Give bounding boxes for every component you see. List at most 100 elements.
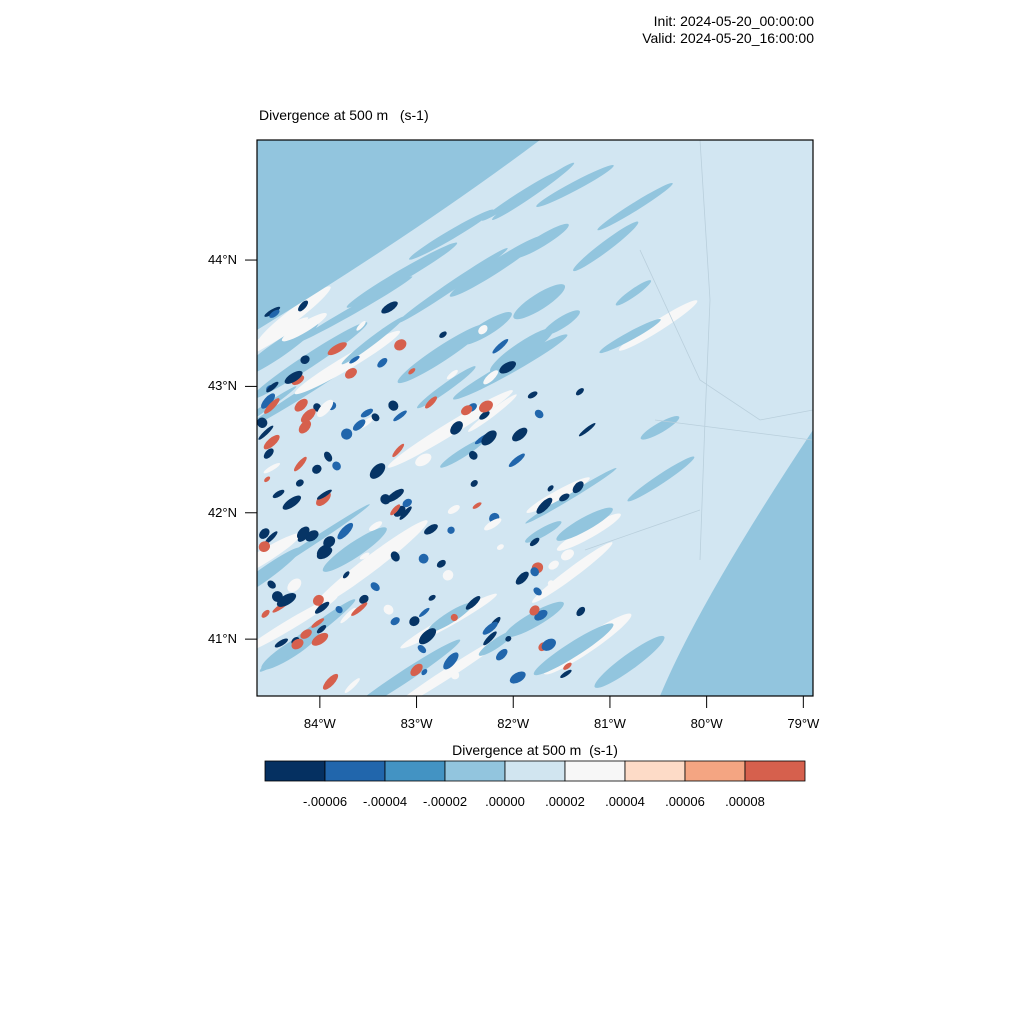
convective-cell <box>541 638 556 651</box>
convective-cell <box>536 497 553 514</box>
lat-tick-label: 42°N <box>207 504 237 520</box>
valid-time-label: Valid: 2024-05-20_16:00:00 <box>642 30 814 46</box>
convective-cell <box>261 609 270 618</box>
wave-band <box>533 623 614 676</box>
convective-cell <box>272 489 285 499</box>
wave-band <box>490 327 554 373</box>
convective-cell <box>561 549 574 561</box>
convective-cell <box>512 427 528 442</box>
convective-cell <box>446 369 458 380</box>
wave-band <box>295 276 413 344</box>
wave-band <box>524 521 562 543</box>
lon-tick-label: 79°W <box>787 716 820 731</box>
convective-cell <box>272 591 283 602</box>
convective-cell <box>509 671 526 684</box>
convective-cell <box>481 430 497 446</box>
colorbar-swatch <box>264 760 326 782</box>
lat-tick-label: 41°N <box>207 631 237 647</box>
convective-cell <box>332 461 341 471</box>
convective-cell <box>322 673 339 690</box>
wave-band <box>542 310 581 336</box>
wave-band <box>257 595 338 654</box>
convective-cell <box>392 443 405 458</box>
convective-cell <box>383 604 394 615</box>
wave-band <box>396 248 508 324</box>
convective-cell <box>284 370 303 384</box>
wave-band <box>597 182 673 231</box>
convective-cell <box>287 578 302 593</box>
convective-cell <box>399 506 412 520</box>
convective-cell <box>402 498 412 508</box>
convective-cell <box>390 551 400 562</box>
convective-cell <box>359 552 370 560</box>
convective-cell <box>390 504 401 516</box>
convective-cell <box>314 601 330 614</box>
convective-cell <box>483 631 497 646</box>
colorbar-swatch <box>564 760 626 782</box>
lon-tick-label: 82°W <box>497 716 530 731</box>
convective-cell <box>345 367 357 379</box>
convective-cell <box>377 358 388 368</box>
wave-band <box>594 635 665 688</box>
convective-cell <box>316 546 333 560</box>
convective-cell <box>261 393 276 409</box>
convective-cell <box>269 309 280 318</box>
convective-cell <box>295 479 304 487</box>
colorbar-label: .00002 <box>545 794 585 809</box>
convective-cell <box>450 670 460 680</box>
convective-cell <box>529 605 540 616</box>
convective-cell <box>496 648 508 661</box>
lat-tick-label: 43°N <box>207 378 237 394</box>
convective-cell <box>478 325 488 335</box>
convective-cell <box>559 493 570 502</box>
colorbar-label: .00000 <box>485 794 525 809</box>
convective-cell <box>300 408 316 423</box>
colorbar-title: Divergence at 500 m (s-1) <box>452 742 618 758</box>
convective-cell <box>547 580 554 586</box>
wave-band <box>322 527 387 572</box>
convective-cell <box>576 606 586 617</box>
convective-cell <box>342 571 350 579</box>
colorbar-label: .00006 <box>665 794 705 809</box>
colorbar-label: .00004 <box>605 794 645 809</box>
convective-cell <box>278 537 289 549</box>
convective-cell <box>274 638 288 648</box>
wave-band <box>525 468 617 524</box>
convective-cell <box>386 488 404 503</box>
wave-band <box>536 165 614 207</box>
convective-cell <box>371 413 380 422</box>
convective-cell <box>468 450 478 460</box>
convective-cell <box>508 453 525 468</box>
convective-cell <box>300 629 312 639</box>
convective-cell <box>419 607 430 617</box>
convective-cell <box>263 462 281 474</box>
convective-cell <box>327 342 347 356</box>
convective-cell <box>479 411 490 420</box>
convective-cell <box>276 593 297 607</box>
wave-band <box>599 318 661 354</box>
convective-cell <box>499 361 517 374</box>
colorbar-label: .00008 <box>725 794 765 809</box>
convective-cell <box>465 596 481 610</box>
convective-cell <box>388 400 399 411</box>
lon-tick-label: 84°W <box>303 716 336 731</box>
convective-cell <box>337 522 354 540</box>
convective-cell <box>409 616 420 627</box>
convective-cell <box>547 485 554 492</box>
convective-cell <box>296 526 310 540</box>
convective-cell <box>282 495 302 510</box>
wave-band <box>449 235 543 297</box>
convective-cell <box>335 605 343 614</box>
convective-cell <box>291 638 304 650</box>
convective-cell <box>264 306 281 317</box>
convective-cell <box>439 331 447 338</box>
convective-cell <box>529 537 540 547</box>
colorbar-swatch <box>624 760 686 782</box>
wave-band <box>504 601 564 638</box>
wave-band <box>478 630 515 656</box>
wave-bands <box>257 140 813 696</box>
convective-cell <box>369 521 383 531</box>
convective-cell <box>530 567 539 577</box>
wave-band <box>481 172 557 221</box>
convective-cell <box>436 559 446 568</box>
